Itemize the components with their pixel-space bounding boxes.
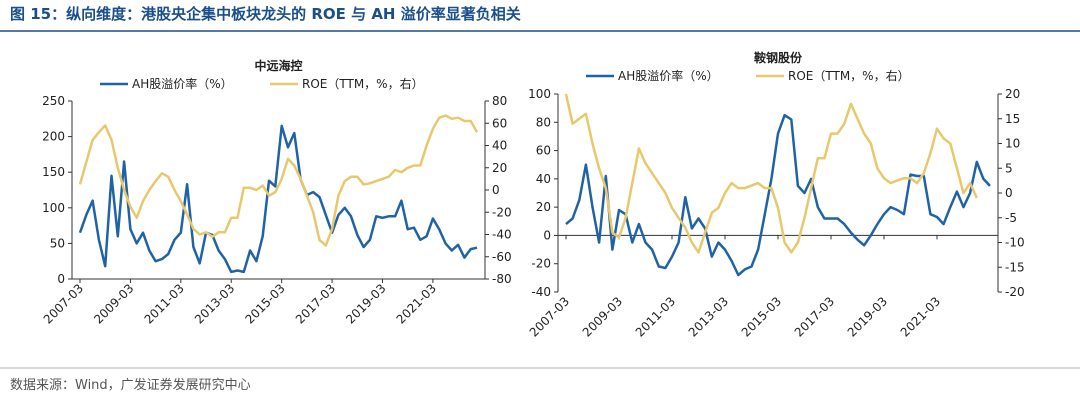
y-tick-label: -40 <box>531 285 551 299</box>
chart-title: 中远海控 <box>254 58 302 73</box>
series-line <box>565 113 991 277</box>
y-tick-label: 40 <box>536 172 551 186</box>
x-tick-label: 2015-03 <box>739 294 784 339</box>
chart-title: 鞍钢股份 <box>754 50 803 65</box>
y2-tick-label: -20 <box>1005 285 1025 299</box>
y2-tick-label: 0 <box>1005 186 1013 200</box>
y2-tick-label: -20 <box>492 205 512 219</box>
y-tick-label: 50 <box>50 236 65 250</box>
x-tick-label: 2013-03 <box>686 294 731 339</box>
x-tick-label: 2009-03 <box>580 294 625 339</box>
y2-tick-label: 5 <box>1005 161 1013 175</box>
y-tick-label: 200 <box>42 130 65 144</box>
figure-title: 图 15：纵向维度：港股央企集中板块龙头的 ROE 与 AH 溢价率显著负相关 <box>10 5 521 23</box>
y2-tick-label: 0 <box>492 183 500 197</box>
legend-label: AH股溢价率（%） <box>132 76 233 91</box>
x-tick-label: 2017-03 <box>293 281 338 326</box>
y2-tick-label: -10 <box>1005 236 1025 250</box>
x-tick-label: 2007-03 <box>41 281 86 326</box>
legend-label: ROE（TTM，%，右） <box>788 68 910 83</box>
x-tick-label: 2021-03 <box>898 294 943 339</box>
y-tick-label: 0 <box>543 228 551 242</box>
y-tick-label: -20 <box>531 257 551 271</box>
x-tick-label: 2021-03 <box>394 281 439 326</box>
series-line <box>78 124 478 274</box>
y-tick-label: 0 <box>57 272 65 286</box>
y-tick-label: 100 <box>42 201 65 215</box>
source: 数据来源：Wind，广发证券发展研究中心 <box>10 377 251 393</box>
x-tick-label: 2019-03 <box>845 294 890 339</box>
series-line <box>564 93 978 254</box>
y2-tick-label: -80 <box>492 272 512 286</box>
x-tick-label: 2019-03 <box>343 281 388 326</box>
y2-tick-label: -40 <box>492 228 512 242</box>
x-tick-label: 2011-03 <box>142 281 187 326</box>
series-line <box>78 114 479 247</box>
x-tick-label: 2007-03 <box>527 294 572 339</box>
x-tick-label: 2015-03 <box>242 281 287 326</box>
x-tick-label: 2017-03 <box>792 294 837 339</box>
y-tick-label: 250 <box>42 94 65 108</box>
y2-tick-label: 20 <box>492 161 507 175</box>
y-tick-label: 20 <box>536 200 551 214</box>
x-tick-label: 2013-03 <box>192 281 237 326</box>
y2-tick-label: -5 <box>1005 211 1017 225</box>
y-tick-label: 150 <box>42 165 65 179</box>
y-tick-label: 100 <box>528 87 551 101</box>
y-tick-label: 80 <box>536 115 551 129</box>
y2-tick-label: 10 <box>1005 137 1020 151</box>
legend-label: AH股溢价率（%） <box>618 68 719 83</box>
y2-tick-label: 60 <box>492 116 507 130</box>
x-tick-label: 2011-03 <box>633 294 678 339</box>
legend-label: ROE（TTM，%，右） <box>302 76 424 91</box>
y-tick-label: 60 <box>536 144 551 158</box>
y2-tick-label: -15 <box>1005 260 1025 274</box>
x-tick-label: 2009-03 <box>91 281 136 326</box>
y2-tick-label: 80 <box>492 94 507 108</box>
y2-tick-label: 40 <box>492 139 507 153</box>
y2-tick-label: 20 <box>1005 87 1020 101</box>
y2-tick-label: 15 <box>1005 112 1020 126</box>
y2-tick-label: -60 <box>492 250 512 264</box>
